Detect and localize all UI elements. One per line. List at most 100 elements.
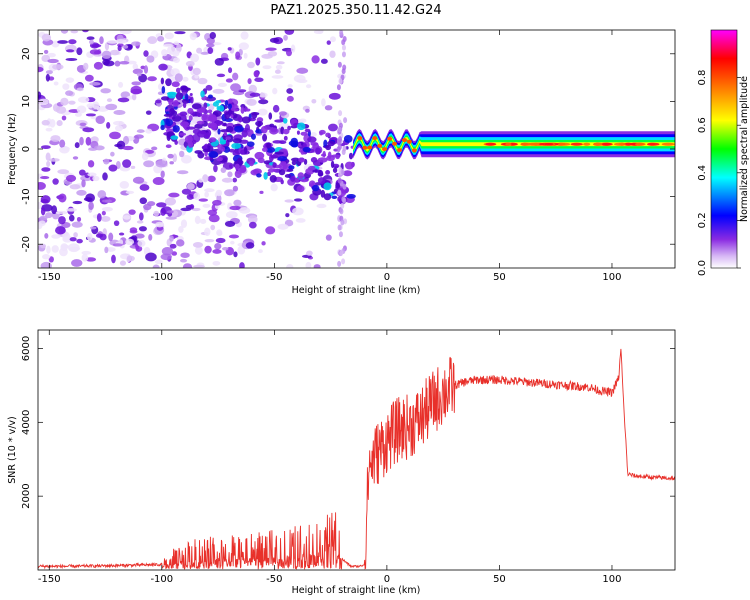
noise-blob bbox=[255, 57, 261, 66]
noise-blob bbox=[205, 84, 213, 91]
signal-blob bbox=[178, 132, 187, 136]
noise-blob bbox=[89, 226, 97, 230]
noise-blob bbox=[162, 43, 174, 48]
noise-blob bbox=[271, 75, 284, 79]
noise-blob bbox=[59, 247, 68, 257]
y-tick-label: 4000 bbox=[21, 410, 32, 435]
signal-core bbox=[382, 147, 388, 152]
noise-blob bbox=[76, 238, 83, 244]
noise-blob bbox=[193, 264, 206, 268]
noise-blob bbox=[265, 226, 276, 235]
signal-blob bbox=[172, 125, 180, 133]
noise-blob bbox=[143, 160, 155, 168]
noise-blob bbox=[287, 84, 293, 88]
colorbar-ticks: 0.0 0.2 0.4 0.6 0.8 bbox=[697, 70, 741, 276]
noise-blob bbox=[217, 82, 228, 88]
signal-blob bbox=[241, 129, 248, 138]
signal-blob bbox=[191, 103, 202, 110]
noise-blob bbox=[92, 101, 100, 110]
signal-blob bbox=[269, 123, 275, 128]
signal-blob bbox=[196, 108, 206, 113]
x-tick-label: -50 bbox=[266, 272, 282, 283]
noise-blob bbox=[204, 191, 209, 198]
noise-blob bbox=[290, 44, 296, 53]
noise-blob bbox=[261, 241, 266, 246]
noise-blob bbox=[168, 192, 180, 198]
signal-blob bbox=[280, 179, 284, 185]
noise-blob bbox=[89, 81, 101, 86]
noise-blob bbox=[57, 40, 69, 44]
noise-blob bbox=[191, 207, 201, 212]
signal-blob bbox=[225, 136, 232, 140]
noise-blob bbox=[86, 233, 93, 241]
noise-blob bbox=[272, 104, 280, 113]
spectrogram-x-ticks: -150 -100 -50 0 50 100 bbox=[38, 30, 622, 283]
noise-blob bbox=[176, 43, 182, 53]
signal-blob bbox=[194, 150, 203, 154]
noise-blob bbox=[110, 49, 120, 56]
signal-blob bbox=[200, 90, 205, 98]
signal-blob bbox=[187, 141, 194, 148]
noise-blob bbox=[110, 151, 115, 157]
signal-blob bbox=[171, 115, 182, 122]
signal-blob bbox=[252, 168, 262, 175]
noise-blob bbox=[62, 231, 71, 241]
noise-blob bbox=[155, 221, 165, 228]
streak-blob bbox=[339, 208, 344, 215]
noise-blob bbox=[200, 51, 210, 55]
noise-blob bbox=[248, 84, 257, 94]
noise-blob bbox=[212, 199, 222, 206]
signal-blob bbox=[219, 140, 227, 145]
noise-blob bbox=[95, 233, 103, 238]
noise-blob bbox=[193, 192, 201, 200]
signal-blob bbox=[160, 124, 165, 131]
noise-blob bbox=[41, 33, 52, 42]
spectrogram-y-ticks: -20 -10 0 10 20 bbox=[21, 47, 675, 252]
y-tick-label: -10 bbox=[21, 188, 32, 204]
noise-blob bbox=[329, 36, 336, 43]
noise-blob bbox=[257, 108, 268, 116]
signal-blob bbox=[318, 129, 326, 135]
signal-blob bbox=[296, 185, 305, 193]
noise-blob bbox=[232, 185, 239, 192]
noise-blob bbox=[118, 81, 124, 88]
noise-blob bbox=[284, 199, 294, 203]
streak-blob bbox=[343, 117, 348, 124]
noise-blob bbox=[119, 181, 130, 189]
noise-blob bbox=[69, 237, 77, 242]
noise-blob bbox=[122, 215, 131, 220]
noise-blob bbox=[134, 134, 144, 139]
noise-blob bbox=[74, 142, 80, 149]
signal-blob bbox=[307, 136, 317, 143]
streak-blob bbox=[341, 68, 346, 75]
noise-blob bbox=[239, 262, 245, 268]
noise-blob bbox=[66, 208, 78, 212]
signal-core bbox=[367, 145, 373, 150]
noise-blob bbox=[274, 69, 281, 74]
noise-blob bbox=[43, 49, 49, 54]
noise-blob bbox=[40, 145, 51, 150]
signal-blob bbox=[207, 142, 211, 151]
signal-blob bbox=[182, 102, 187, 109]
noise-blob bbox=[198, 198, 209, 202]
signal-blob bbox=[317, 177, 326, 185]
noise-blob bbox=[295, 218, 306, 223]
noise-blob bbox=[160, 253, 172, 261]
noise-blob bbox=[41, 119, 50, 126]
noise-blob bbox=[152, 177, 165, 186]
signal-blob bbox=[342, 170, 353, 177]
noise-blob bbox=[160, 170, 165, 179]
noise-blob bbox=[283, 34, 288, 41]
signal-blob bbox=[325, 132, 331, 138]
x-tick-label: -100 bbox=[150, 574, 173, 585]
snr-series-line bbox=[38, 348, 675, 570]
noise-blob bbox=[229, 205, 241, 211]
noise-blob bbox=[258, 92, 268, 98]
signal-core bbox=[661, 142, 675, 146]
noise-blob bbox=[58, 193, 67, 203]
noise-blob bbox=[176, 170, 189, 175]
signal-blob bbox=[300, 131, 308, 136]
signal-core bbox=[593, 142, 604, 146]
noise-blob bbox=[81, 253, 89, 262]
noise-blob bbox=[215, 237, 226, 244]
